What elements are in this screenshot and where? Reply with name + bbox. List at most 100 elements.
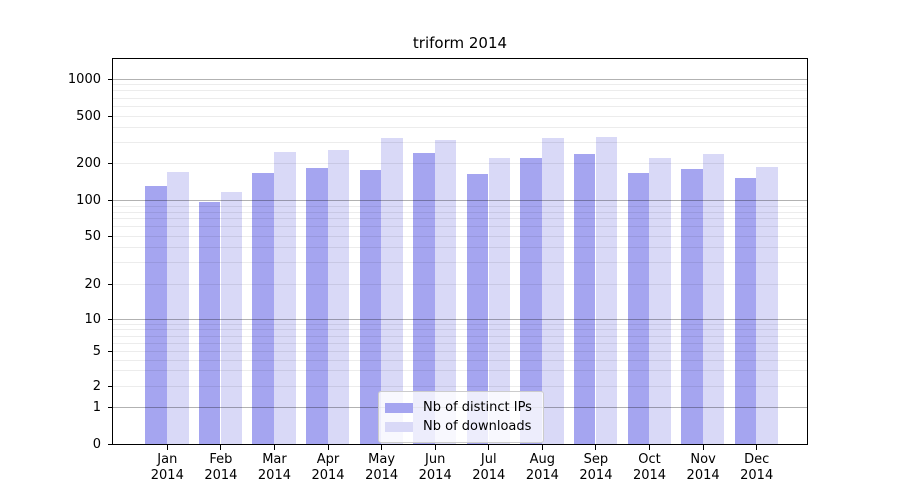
major-gridline <box>113 319 807 320</box>
x-tick-label-year: 2014 <box>525 468 559 483</box>
x-tick-label-month: Apr <box>316 452 340 467</box>
bar-downloads-jun <box>434 140 457 444</box>
y-tick <box>108 319 113 320</box>
minor-gridline <box>113 218 807 220</box>
bar-distinct-ips-mar <box>252 173 274 444</box>
minor-gridline <box>113 342 807 344</box>
x-tick <box>649 445 651 450</box>
bar-distinct-ips-apr <box>306 167 328 444</box>
x-tick-label: Oct 2014 <box>622 452 678 484</box>
y-tick <box>108 200 113 202</box>
minor-gridline <box>113 127 807 129</box>
y-tick-label: 10 <box>84 312 101 327</box>
y-tick-label: 200 <box>76 156 101 171</box>
y-tick-label: 50 <box>84 228 101 244</box>
minor-gridline <box>113 84 807 86</box>
minor-gridline <box>113 370 807 372</box>
minor-gridline <box>113 90 807 92</box>
bar-downloads-mar <box>274 151 296 444</box>
x-tick-label: Apr 2014 <box>300 452 356 484</box>
legend-item-distinct-ips: Nb of distinct IPs <box>385 398 532 417</box>
x-tick <box>488 445 490 450</box>
x-tick-label-month: Aug <box>529 452 556 467</box>
bar-distinct-ips-jul <box>466 174 489 444</box>
minor-gridline <box>113 115 807 117</box>
x-tick-label-year: 2014 <box>472 468 506 483</box>
x-tick <box>327 445 329 450</box>
x-tick <box>702 445 704 450</box>
bar-distinct-ips-aug <box>520 158 542 444</box>
y-tick <box>108 385 113 387</box>
bar-downloads-feb <box>220 192 243 444</box>
x-tick <box>381 445 383 450</box>
x-tick-label: Sep 2014 <box>568 452 624 484</box>
bar-downloads-apr <box>327 149 350 444</box>
bar-distinct-ips-dec <box>734 177 757 444</box>
y-tick <box>108 235 113 237</box>
plot-area <box>112 58 808 445</box>
bar-downloads-oct <box>649 158 671 444</box>
x-tick-label-month: Jul <box>480 452 497 467</box>
x-tick-label-year: 2014 <box>579 468 613 483</box>
minor-gridline <box>113 141 807 143</box>
minor-gridline <box>113 205 807 207</box>
x-tick-label-month: Oct <box>638 452 661 467</box>
legend-label-distinct-ips: Nb of distinct IPs <box>423 400 532 415</box>
minor-gridline <box>113 226 807 228</box>
x-tick <box>273 445 275 450</box>
y-tick-label: 2 <box>92 378 101 394</box>
x-tick-label-month: Jun <box>425 452 446 467</box>
x-tick-label-month: May <box>368 452 396 467</box>
bar-downloads-jan <box>167 172 189 444</box>
x-tick-label-year: 2014 <box>311 468 345 483</box>
minor-gridline <box>113 335 807 337</box>
minor-gridline <box>113 323 807 325</box>
y-tick-label: 20 <box>84 276 101 292</box>
x-tick-label: Mar 2014 <box>246 452 302 484</box>
x-tick-label: Nov 2014 <box>675 452 731 484</box>
minor-gridline <box>113 329 807 331</box>
major-gridline <box>113 200 807 202</box>
minor-gridline <box>113 351 807 353</box>
x-tick-label: May 2014 <box>354 452 410 484</box>
x-tick-label-month: Dec <box>744 452 770 467</box>
x-tick-label-year: 2014 <box>365 468 399 483</box>
x-tick-label: Jun 2014 <box>407 452 463 484</box>
y-tick-label: 1 <box>92 400 101 416</box>
x-tick-label-year: 2014 <box>204 468 238 483</box>
x-tick <box>166 445 168 450</box>
bar-distinct-ips-nov <box>681 169 703 444</box>
y-tick <box>108 163 113 164</box>
y-tick <box>108 443 113 445</box>
minor-gridline <box>113 97 807 99</box>
bar-downloads-aug <box>542 137 564 444</box>
legend-swatch-downloads <box>385 421 413 432</box>
y-tick <box>108 351 113 353</box>
x-tick-label-year: 2014 <box>740 468 774 483</box>
bar-downloads-sep <box>595 136 618 444</box>
x-tick-label: Jul 2014 <box>461 452 517 484</box>
legend-swatch-distinct-ips <box>385 402 413 413</box>
bar-downloads-nov <box>702 154 725 444</box>
x-tick-label-year: 2014 <box>150 468 184 483</box>
minor-gridline <box>113 247 807 249</box>
legend: Nb of distinct IPs Nb of downloads <box>378 391 544 443</box>
x-tick-label-month: Nov <box>690 452 716 467</box>
x-tick-label-year: 2014 <box>686 468 720 483</box>
x-tick-label-year: 2014 <box>632 468 667 483</box>
bar-downloads-may <box>381 138 403 444</box>
x-tick <box>541 445 543 450</box>
x-tick <box>595 445 597 450</box>
y-tick-label: 100 <box>76 193 101 209</box>
x-tick <box>756 445 758 450</box>
bar-distinct-ips-sep <box>573 154 596 444</box>
y-tick-label: 0 <box>92 436 101 452</box>
minor-gridline <box>113 385 807 387</box>
y-tick <box>108 115 113 117</box>
x-tick <box>220 445 222 450</box>
chart-title: triform 2014 <box>412 34 508 52</box>
minor-gridline <box>113 359 807 361</box>
x-tick-label-year: 2014 <box>418 468 452 483</box>
y-tick <box>108 78 113 80</box>
